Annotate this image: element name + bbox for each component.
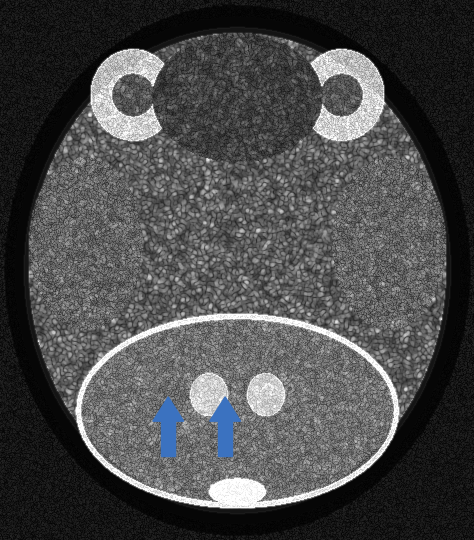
Polygon shape bbox=[153, 397, 183, 421]
Polygon shape bbox=[210, 397, 240, 421]
Bar bbox=[161, 421, 175, 456]
Bar bbox=[218, 421, 232, 456]
